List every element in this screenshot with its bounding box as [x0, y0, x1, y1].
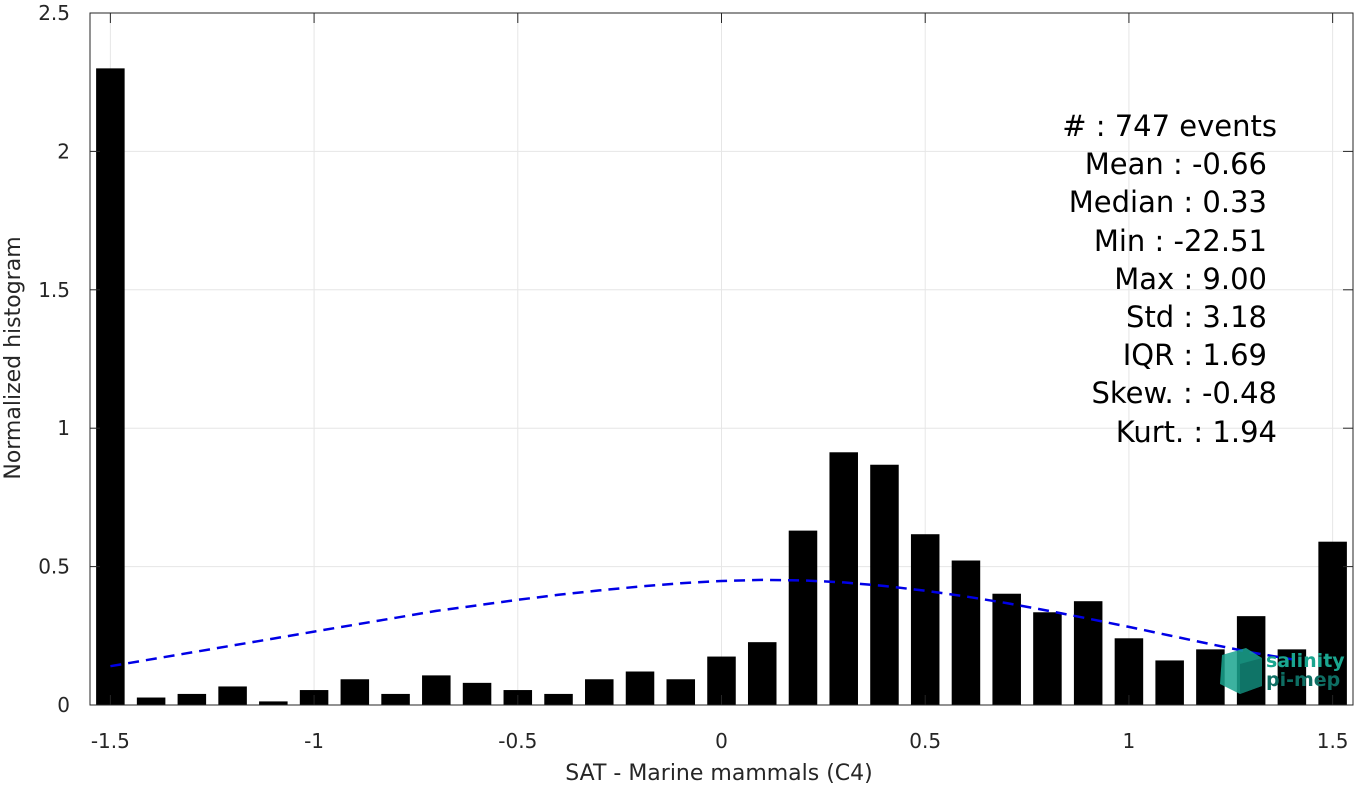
histogram-bar	[96, 68, 125, 706]
y-axis-title: Normalized histogram	[1, 236, 26, 479]
x-tick-label: 1.5	[1317, 729, 1349, 753]
histogram-bar	[666, 679, 696, 705]
x-axis-title: SAT - Marine mammals (C4)	[565, 761, 873, 785]
x-tick-label: 0.5	[909, 729, 941, 753]
histogram-bar	[177, 693, 207, 705]
axis-ticks	[90, 12, 1353, 706]
stat-std: Std : 3.18	[1126, 300, 1267, 334]
histogram-bar	[910, 534, 940, 705]
stat-skew: Skew. : -0.48	[1091, 376, 1277, 410]
histogram-bar	[544, 693, 573, 705]
x-tick-label: -1	[304, 729, 324, 753]
histogram-bars	[96, 68, 1347, 706]
histogram-bar	[788, 530, 818, 705]
histogram-bar	[218, 686, 247, 705]
histogram-bar	[381, 693, 410, 705]
histogram-bar	[259, 701, 288, 705]
histogram-bar	[625, 671, 655, 705]
histogram-bar	[422, 675, 451, 705]
histogram-bar	[585, 679, 614, 705]
logo-text-pimep: pi-mep	[1266, 669, 1340, 691]
stat-min: Min : -22.51	[1094, 224, 1267, 258]
statistics-annotation: # : 747 events Mean : -0.66 Median : 0.3…	[1062, 109, 1277, 449]
stat-events: # : 747 events	[1062, 109, 1277, 143]
stat-median: Median : 0.33	[1069, 185, 1267, 219]
logo-cube-shade	[1240, 658, 1262, 694]
y-tick-label: 0	[57, 693, 70, 717]
histogram-bar	[1033, 612, 1062, 705]
histogram-bar	[951, 560, 981, 705]
histogram-bar	[1196, 649, 1225, 705]
x-axis-tick-labels: -1.5 -1 -0.5 0 0.5 1 1.5	[91, 729, 1349, 753]
salinity-pimep-logo: salinity pi-mep	[1220, 648, 1345, 694]
stat-max: Max : 9.00	[1114, 262, 1267, 296]
histogram-bar	[340, 679, 370, 705]
x-tick-label: -1.5	[91, 729, 130, 753]
stat-mean: Mean : -0.66	[1085, 147, 1267, 181]
y-tick-label: 1	[57, 416, 70, 440]
y-tick-label: 2.5	[38, 1, 70, 25]
stat-kurt: Kurt. : 1.94	[1116, 415, 1277, 449]
y-axis-tick-labels: 0 0.5 1 1.5 2 2.5	[38, 1, 70, 717]
x-tick-label: 1	[1123, 729, 1136, 753]
y-tick-label: 0.5	[38, 555, 70, 579]
histogram-bar	[1155, 660, 1184, 705]
histogram-bar	[1318, 541, 1347, 705]
histogram-bar	[462, 682, 492, 705]
x-tick-label: -0.5	[498, 729, 537, 753]
stat-iqr: IQR : 1.69	[1123, 338, 1267, 372]
histogram-bar	[992, 593, 1021, 705]
y-tick-label: 2	[57, 139, 70, 163]
y-tick-label: 1.5	[38, 278, 70, 302]
histogram-bar	[1114, 638, 1144, 705]
histogram-bar	[829, 452, 858, 705]
histogram-bar	[747, 642, 777, 705]
x-tick-label: 0	[715, 729, 728, 753]
logo-text-salinity: salinity	[1266, 650, 1345, 672]
histogram-bar	[1073, 601, 1103, 705]
histogram-bar	[136, 697, 166, 705]
gaussian-fit-curve	[110, 578, 1293, 668]
